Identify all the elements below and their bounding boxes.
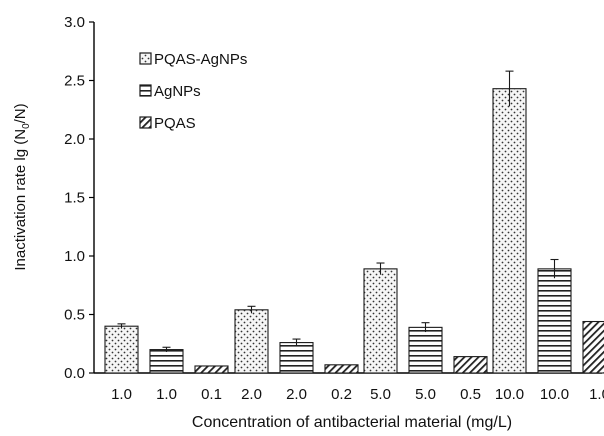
y-tick-label: 2.5 bbox=[64, 73, 85, 90]
x-tick-label: 0.2 bbox=[331, 386, 352, 403]
bar-pqas-agnps bbox=[363, 268, 398, 374]
legend-swatch bbox=[139, 52, 152, 65]
legend-label: PQAS-AgNPs bbox=[154, 51, 247, 68]
x-axis-ticks: 1.0 1.0 0.1 2.0 2.0 0.2 5.0 5.0 0.5 10.0 10.0 1.0 bbox=[111, 386, 604, 403]
x-axis-title: Concentration of antibacterial material … bbox=[192, 414, 512, 431]
y-tick-label: 3.0 bbox=[64, 14, 85, 31]
y-tick-label: 0.5 bbox=[64, 307, 85, 324]
x-tick-label: 2.0 bbox=[286, 386, 307, 403]
y-tick-label: 0.0 bbox=[64, 365, 85, 382]
y-axis-title-tail: /N) bbox=[12, 103, 29, 123]
bar-pqas-agnps bbox=[104, 325, 139, 374]
legend-label: AgNPs bbox=[154, 83, 201, 100]
bar-agnps bbox=[537, 268, 572, 374]
y-tick-label: 1.0 bbox=[64, 248, 85, 265]
y-tick-label: 1.5 bbox=[64, 190, 85, 207]
x-tick-label: 5.0 bbox=[415, 386, 436, 403]
x-tick-label: 1.0 bbox=[156, 386, 177, 403]
x-tick-label: 0.5 bbox=[460, 386, 481, 403]
legend-swatch bbox=[139, 84, 152, 97]
bar-pqas-agnps bbox=[234, 309, 269, 374]
x-tick-label: 10.0 bbox=[495, 386, 524, 403]
x-tick-label: 2.0 bbox=[241, 386, 262, 403]
x-tick-label: 5.0 bbox=[370, 386, 391, 403]
x-tick-label: 1.0 bbox=[589, 386, 604, 403]
y-axis-ticks: 0.0 0.5 1.0 1.5 2.0 2.5 3.0 bbox=[64, 14, 94, 382]
y-axis-title-main: Inactivation rate lg (N bbox=[12, 129, 29, 271]
bar-pqas bbox=[194, 365, 229, 374]
y-tick-label: 2.0 bbox=[64, 131, 85, 148]
legend-label: PQAS bbox=[154, 115, 196, 132]
bar-agnps bbox=[149, 349, 184, 374]
x-tick-label: 0.1 bbox=[201, 386, 222, 403]
bars bbox=[104, 70, 604, 374]
x-tick-label: 10.0 bbox=[540, 386, 569, 403]
bar-pqas bbox=[453, 356, 488, 374]
bar-agnps bbox=[279, 342, 314, 374]
x-tick-label: 1.0 bbox=[111, 386, 132, 403]
bar-agnps bbox=[408, 326, 443, 374]
legend-swatch bbox=[139, 116, 152, 129]
y-axis-title: Inactivation rate lg (N0/N) bbox=[12, 103, 32, 270]
legend: PQAS-AgNPs AgNPs PQAS bbox=[139, 51, 247, 132]
y-axis-title-subscript: 0 bbox=[21, 123, 32, 129]
bar-pqas-agnps bbox=[492, 88, 527, 374]
bar-pqas bbox=[582, 320, 604, 374]
bar-pqas bbox=[324, 364, 359, 374]
